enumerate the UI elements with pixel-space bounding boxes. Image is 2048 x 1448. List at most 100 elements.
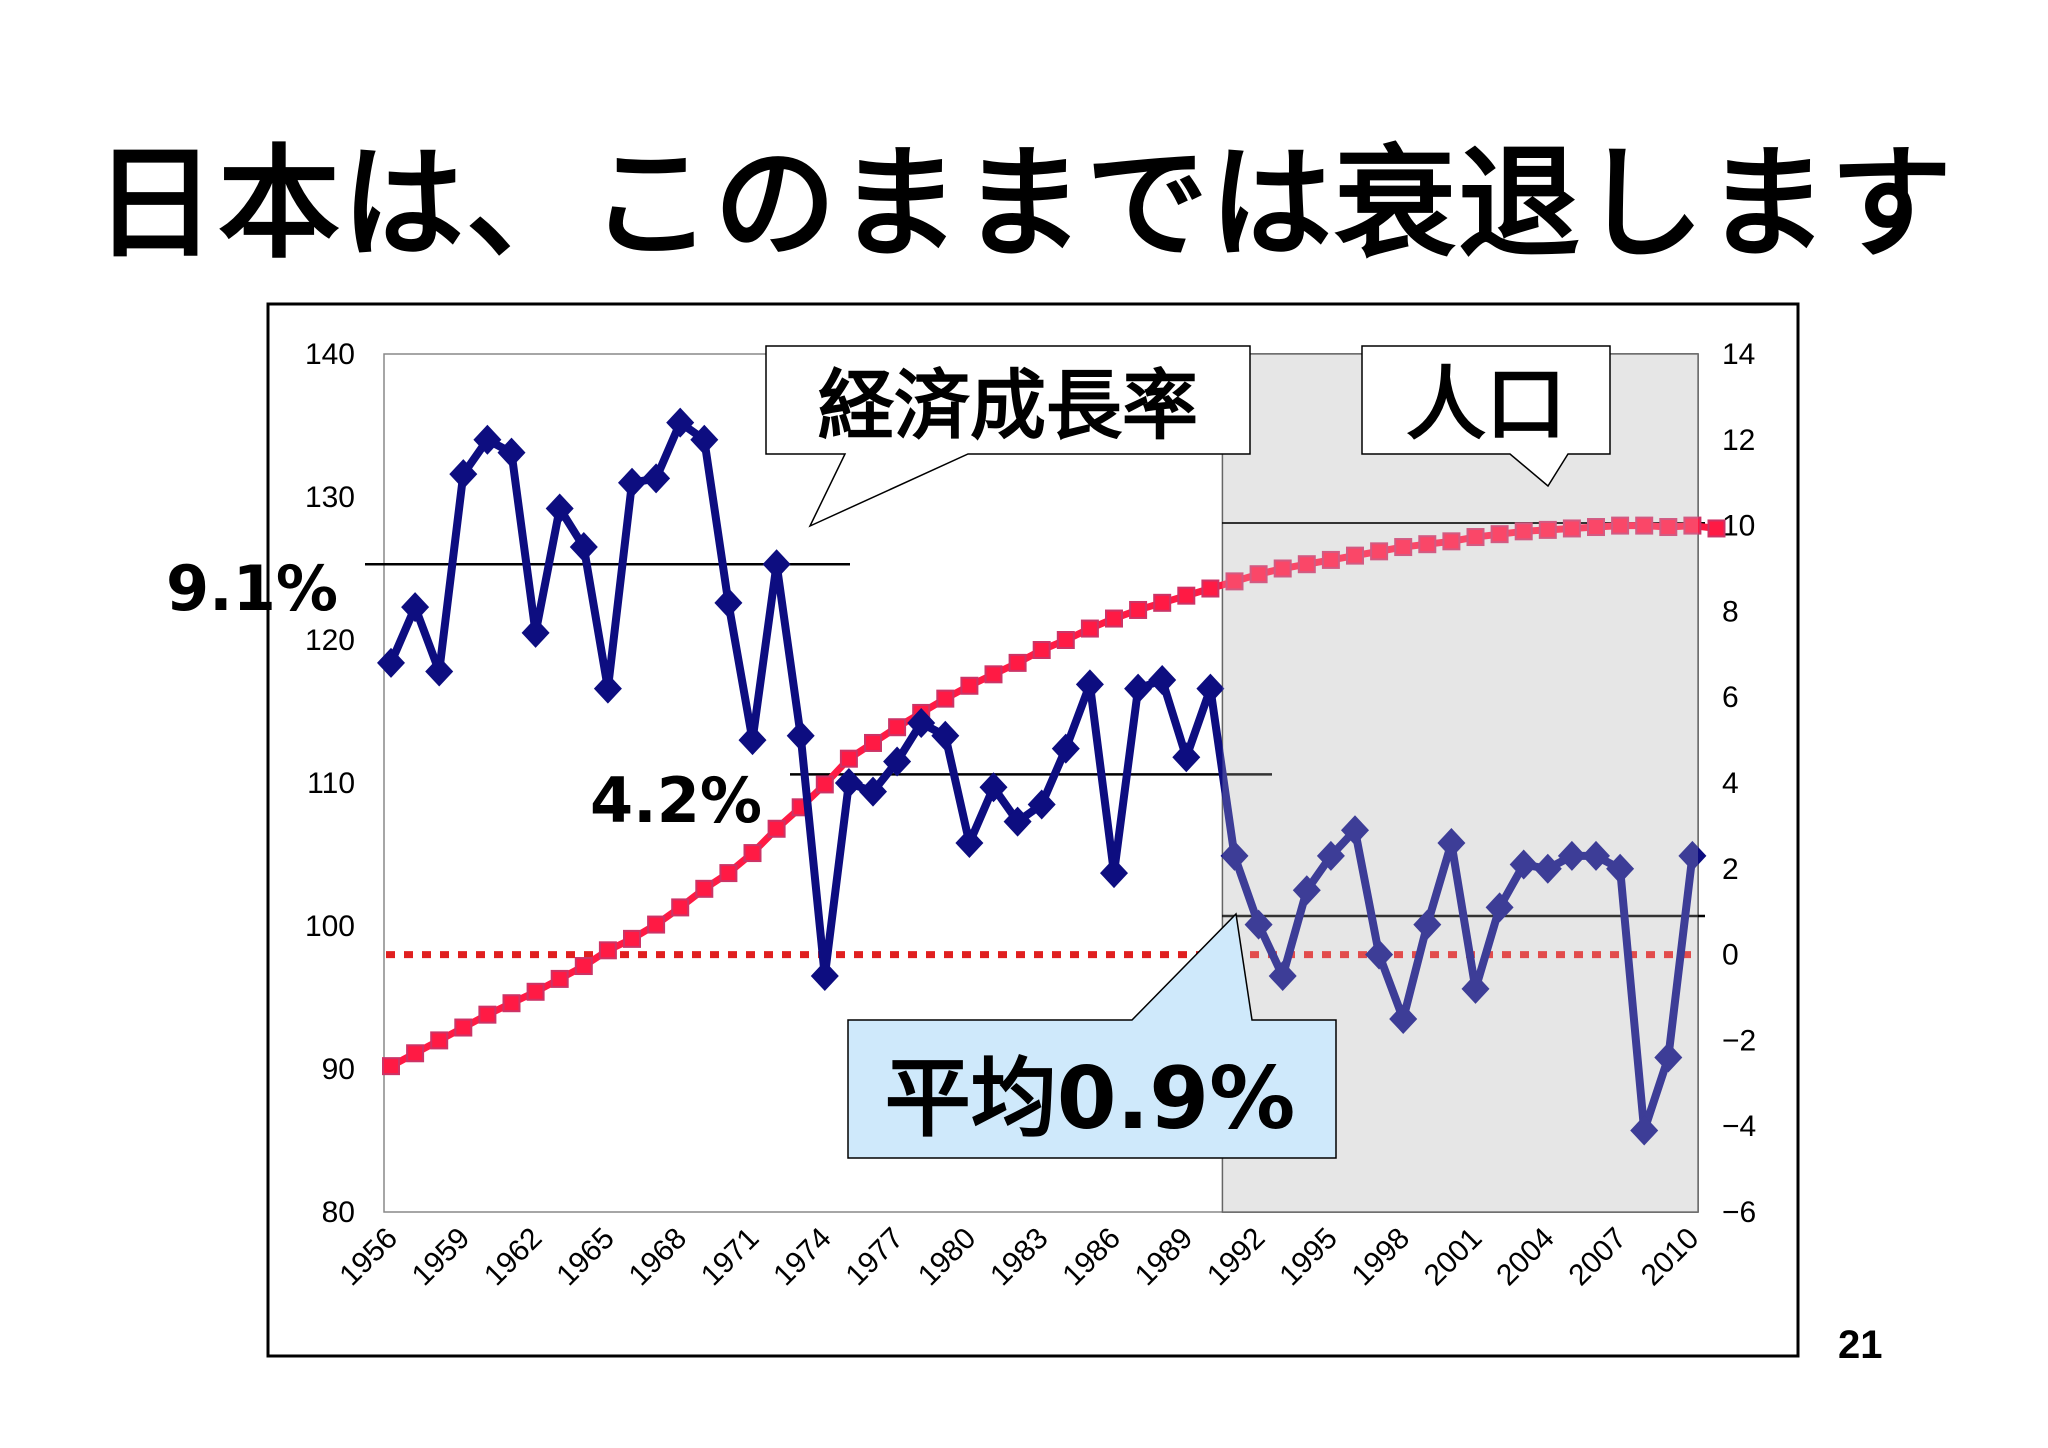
left-tick-label: 100 (305, 910, 355, 943)
left-axis-ticks: 80 90 100 110 120 130 140 (305, 338, 355, 1229)
gdp-point (425, 656, 454, 687)
population-point (767, 819, 786, 838)
population-point (1538, 520, 1557, 539)
slide-title: 日本は、このままでは衰退します (94, 133, 1954, 275)
population-point (1080, 619, 1099, 638)
population-callout-box (1361, 345, 1611, 488)
population-point (1611, 516, 1630, 535)
gdp-point (666, 407, 695, 438)
gdp-point (810, 961, 839, 992)
gdp-point (1341, 815, 1369, 846)
population-point (936, 689, 955, 708)
right-tick-label: 14 (1722, 338, 1755, 371)
gdp-point (738, 725, 767, 756)
left-tick-label: 90 (322, 1053, 355, 1086)
population-point (1129, 600, 1148, 619)
gdp-point (497, 437, 526, 468)
gdp-point (907, 707, 936, 738)
population-point (598, 941, 617, 960)
gdp-point (1316, 840, 1345, 871)
population-point (1514, 522, 1533, 541)
gdp-point (521, 617, 550, 648)
population-callout-label: 人口 (1406, 358, 1566, 451)
population-point (1370, 542, 1389, 561)
population-point (1635, 516, 1654, 535)
gdp-point (1461, 973, 1490, 1004)
average-label-stable-growth: 4.2% (590, 764, 762, 837)
left-tick-label: 130 (305, 481, 355, 514)
population-point (550, 969, 569, 988)
gdp-point (569, 532, 598, 563)
right-tick-label: −4 (1722, 1110, 1756, 1143)
gdp-point (1413, 909, 1442, 940)
population-point (671, 898, 690, 917)
population-point (574, 957, 593, 976)
gdp-point (1196, 673, 1225, 704)
gdp-point (1148, 665, 1177, 696)
gdp-point (1244, 909, 1273, 940)
population-point (647, 915, 666, 934)
population-point (743, 844, 762, 863)
population-point (1201, 579, 1220, 598)
gdp-point (762, 549, 791, 580)
gdp-point (1606, 853, 1635, 884)
population-point (1394, 538, 1413, 557)
population-point (382, 1057, 400, 1076)
population-point (406, 1044, 425, 1063)
gdp-point (377, 647, 405, 678)
right-tick-label: 4 (1722, 767, 1739, 800)
population-point (839, 749, 858, 768)
gdp-point (786, 720, 815, 751)
gdp-point (618, 467, 646, 498)
gdp-point (473, 424, 502, 455)
gdp-point (1630, 1115, 1659, 1146)
gdp-point (859, 776, 887, 807)
population-point (815, 775, 834, 794)
left-tick-label: 140 (305, 338, 355, 371)
population-point (1321, 550, 1340, 569)
average-label-high-growth: 9.1% (166, 552, 338, 625)
population-point (1056, 631, 1075, 649)
right-tick-label: 2 (1722, 853, 1739, 886)
right-axis-ticks: −6 −4 −2 0 2 4 6 8 10 12 14 (1722, 338, 1756, 1229)
population-point (1177, 586, 1196, 605)
population-point (1587, 518, 1605, 537)
average-callout-box (847, 912, 1337, 1159)
gdp-point (1075, 669, 1104, 700)
gdp-point (883, 746, 912, 777)
gdp-point (545, 493, 574, 524)
population-point (623, 929, 641, 948)
gdp-point (1100, 858, 1128, 889)
gdp-point (690, 424, 719, 455)
gdp-point (955, 828, 984, 859)
left-tick-label: 110 (307, 767, 355, 800)
gdp-point (1485, 892, 1514, 923)
gdp-point (1172, 742, 1201, 773)
population-point (1225, 572, 1244, 591)
population-point (888, 718, 907, 737)
population-point (1707, 519, 1726, 538)
gdp-point (1389, 1003, 1418, 1034)
gdp-point (1051, 733, 1080, 764)
left-tick-label: 80 (322, 1196, 355, 1229)
population-point (1008, 653, 1027, 672)
gdp-point (1124, 673, 1153, 704)
population-point (526, 982, 545, 1001)
left-tick-label: 120 (305, 624, 355, 657)
page-number: 21 (1838, 1323, 1883, 1367)
gdp-point (1027, 789, 1056, 820)
population-point (1562, 519, 1581, 538)
gdp-point (593, 673, 622, 704)
gdp-point (1533, 853, 1562, 884)
gdp-point (1557, 840, 1586, 871)
population-point (1273, 559, 1292, 578)
population-point (502, 994, 521, 1013)
gdp-point (1678, 840, 1707, 871)
gdp-point (834, 768, 863, 798)
gdp-point (1003, 806, 1032, 837)
population-point (864, 733, 882, 752)
population-point (695, 879, 714, 898)
gdp-point (401, 592, 430, 623)
gdp-point (714, 587, 743, 618)
